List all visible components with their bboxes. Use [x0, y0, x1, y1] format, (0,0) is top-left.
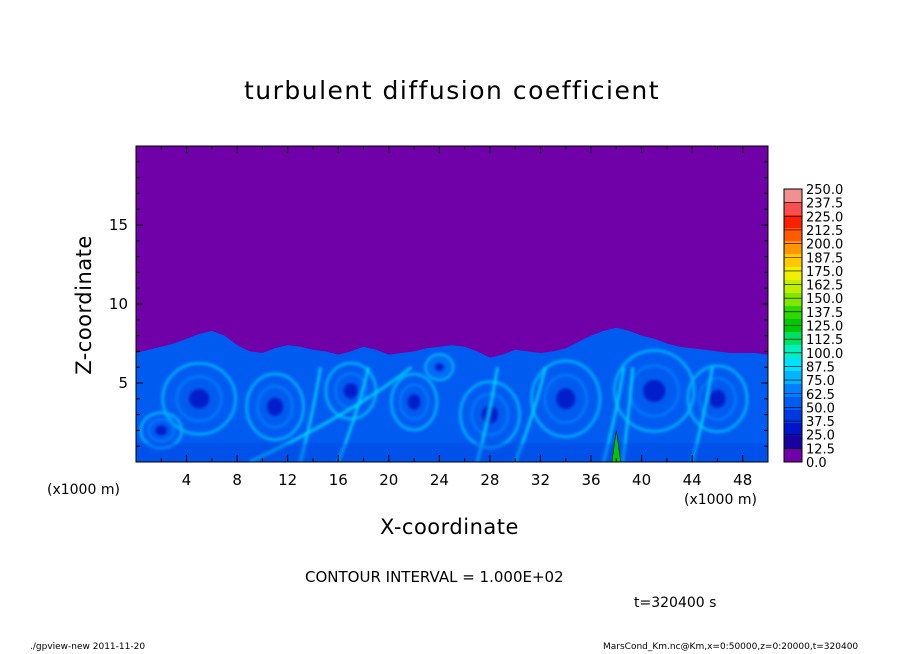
- x-axis-label: X-coordinate: [380, 515, 519, 539]
- colorbar-swatch: [784, 397, 802, 410]
- x-tick-label: 28: [480, 471, 499, 489]
- x-tick-label: 24: [430, 471, 449, 489]
- eddy-core: [556, 388, 576, 410]
- peak-feature: [611, 430, 621, 462]
- eddy-outer: [161, 361, 238, 436]
- plot-area: [135, 145, 769, 463]
- colorbar-label: 37.5: [806, 415, 835, 430]
- eddy-inner: [256, 384, 294, 429]
- colorbar-label: 100.0: [806, 347, 843, 362]
- time-label: t=320400 s: [634, 595, 717, 611]
- colorbar-label: 175.0: [806, 265, 843, 280]
- eddy-inner: [398, 383, 430, 421]
- colorbar-label: 162.5: [806, 279, 843, 294]
- eddy-core: [155, 425, 167, 436]
- colorbar-label: 200.0: [806, 238, 843, 253]
- chart-title: turbulent diffusion coefficient: [243, 76, 661, 105]
- eddy-inner: [543, 373, 588, 424]
- eddy-outer: [530, 359, 602, 439]
- colorbar-label: 0.0: [806, 456, 827, 471]
- eddy-inner: [147, 418, 176, 443]
- colorbar: 0.012.525.037.550.062.575.087.5100.0112.…: [783, 183, 843, 471]
- eddy-inner: [470, 392, 510, 437]
- colorbar-swatch: [784, 293, 802, 306]
- x-axis: 4 8 12 16 20 24 28 32 36 40 44 48: [160, 146, 752, 489]
- colorbar-swatch: [784, 332, 802, 345]
- turbulent-layer: [136, 327, 768, 462]
- x-tick-label: 32: [531, 471, 550, 489]
- colorbar-label: 212.5: [806, 224, 843, 239]
- colorbar-swatch: [784, 215, 802, 228]
- x-tick-label: 16: [329, 471, 348, 489]
- eddy-inner: [429, 358, 449, 377]
- footer-left: ./gpview-new 2011-11-20: [30, 642, 146, 652]
- x-tick-label: 48: [733, 471, 752, 489]
- x-tick-label: 40: [632, 471, 651, 489]
- surface-band: [136, 443, 768, 462]
- x-tick-label: 36: [581, 471, 600, 489]
- colorbar-swatch: [784, 254, 802, 267]
- y-tick-label: 5: [118, 374, 128, 392]
- x-tick-label: 20: [379, 471, 398, 489]
- footer-right: MarsCond_Km.nc@Km,x=0:50000,z=0:20000,t=…: [603, 642, 859, 652]
- colorbar-swatch: [784, 345, 802, 358]
- eddy-inner: [175, 375, 223, 423]
- x-unit-right: (x1000 m): [684, 492, 757, 508]
- colorbar-label: 25.0: [806, 429, 835, 444]
- colorbar-swatch: [784, 228, 802, 241]
- colorbar-swatch: [784, 267, 802, 280]
- eddy-core: [643, 379, 666, 403]
- colorbar-swatch: [784, 410, 802, 423]
- x-tick-label: 4: [182, 471, 192, 489]
- colorbar-label: 12.5: [806, 442, 835, 457]
- eddy-core: [189, 389, 210, 409]
- colorbar-label: 237.5: [806, 197, 843, 212]
- eddy-structures: [136, 348, 768, 462]
- colorbar-swatch: [784, 384, 802, 397]
- colorbar-label: 187.5: [806, 251, 843, 266]
- x-tick-label: 44: [683, 471, 702, 489]
- eddy-core: [267, 397, 283, 416]
- eddy-outer: [686, 364, 749, 434]
- colorbar-label: 50.0: [806, 401, 835, 416]
- colorbar-label: 125.0: [806, 320, 843, 335]
- colorbar-swatch: [784, 371, 802, 384]
- y-tick-label: 10: [109, 295, 128, 313]
- x-unit-left: (x1000 m): [47, 482, 120, 498]
- x-tick-label: 12: [278, 471, 297, 489]
- eddy-core: [343, 383, 358, 399]
- colorbar-label: 62.5: [806, 388, 835, 403]
- colorbar-swatch: [784, 202, 802, 215]
- colorbar-label: 250.0: [806, 183, 843, 198]
- y-tick-label: 15: [109, 216, 128, 234]
- colorbar-swatch: [784, 423, 802, 436]
- colorbar-swatch: [784, 189, 802, 202]
- colorbar-label: 137.5: [806, 306, 843, 321]
- eddy-outer: [612, 348, 696, 433]
- colorbar-label: 75.0: [806, 374, 835, 389]
- colorbar-swatch: [784, 241, 802, 254]
- colorbar-label: 150.0: [806, 292, 843, 307]
- colorbar-swatch: [784, 449, 802, 462]
- contour-interval: CONTOUR INTERVAL = 1.000E+02: [305, 568, 564, 586]
- eddy-core: [435, 363, 444, 371]
- colorbar-swatch: [784, 280, 802, 293]
- eddy-core: [709, 389, 726, 408]
- colorbar-swatch: [784, 436, 802, 449]
- colorbar-swatch: [784, 306, 802, 319]
- eddy-outer: [389, 372, 439, 432]
- colorbar-label: 87.5: [806, 360, 835, 375]
- eddy-outer: [424, 353, 455, 382]
- x-tick-label: 8: [232, 471, 242, 489]
- eddy-outer: [324, 361, 378, 421]
- eddy-outer: [245, 372, 305, 442]
- colorbar-label: 112.5: [806, 333, 843, 348]
- eddy-core: [407, 394, 421, 410]
- y-axis: 5 10 15: [109, 161, 768, 447]
- y-axis-label: Z-coordinate: [72, 235, 96, 375]
- eddy-inner: [698, 377, 737, 421]
- colorbar-swatch: [784, 358, 802, 371]
- colorbar-label: 225.0: [806, 210, 843, 225]
